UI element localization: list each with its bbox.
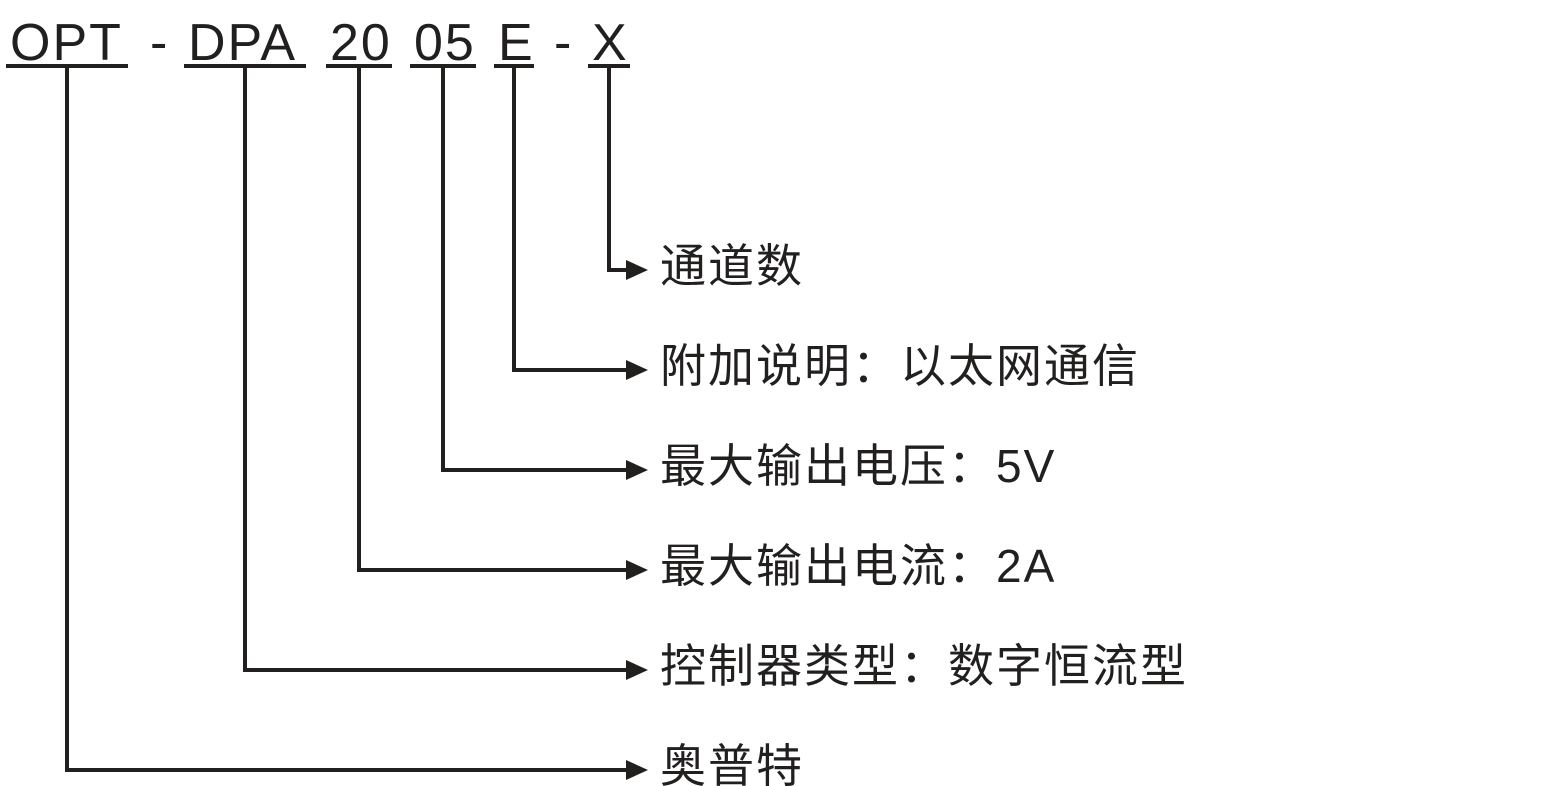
- code-segment-dpa: DPA: [188, 14, 297, 72]
- arrow-x: [626, 260, 648, 280]
- code-segment-p20: 20: [330, 14, 392, 72]
- code-segment-x: X: [592, 14, 629, 72]
- arrow-opt: [626, 760, 648, 780]
- lbl-20: 最大输出电流：2A: [660, 540, 1056, 592]
- arrow-e: [626, 360, 648, 380]
- code-segment-opt: OPT: [10, 14, 123, 72]
- lbl-e: 附加说明：以太网通信: [660, 340, 1140, 392]
- code-segment-dash1: -: [150, 14, 169, 72]
- code-segment-dash2: -: [554, 14, 573, 72]
- arrow-dpa: [626, 660, 648, 680]
- arrow-p20: [626, 560, 648, 580]
- code-segment-p05: 05: [414, 14, 476, 72]
- lbl-05: 最大输出电压：5V: [660, 440, 1056, 492]
- naming-diagram: OPT-DPA2005E-X通道数附加说明：以太网通信最大输出电压：5V最大输出…: [0, 0, 1562, 786]
- arrow-p05: [626, 460, 648, 480]
- lbl-x: 通道数: [660, 240, 804, 292]
- lbl-opt: 奥普特: [660, 740, 804, 786]
- code-segment-e: E: [498, 14, 535, 72]
- lbl-dpa: 控制器类型：数字恒流型: [660, 640, 1188, 692]
